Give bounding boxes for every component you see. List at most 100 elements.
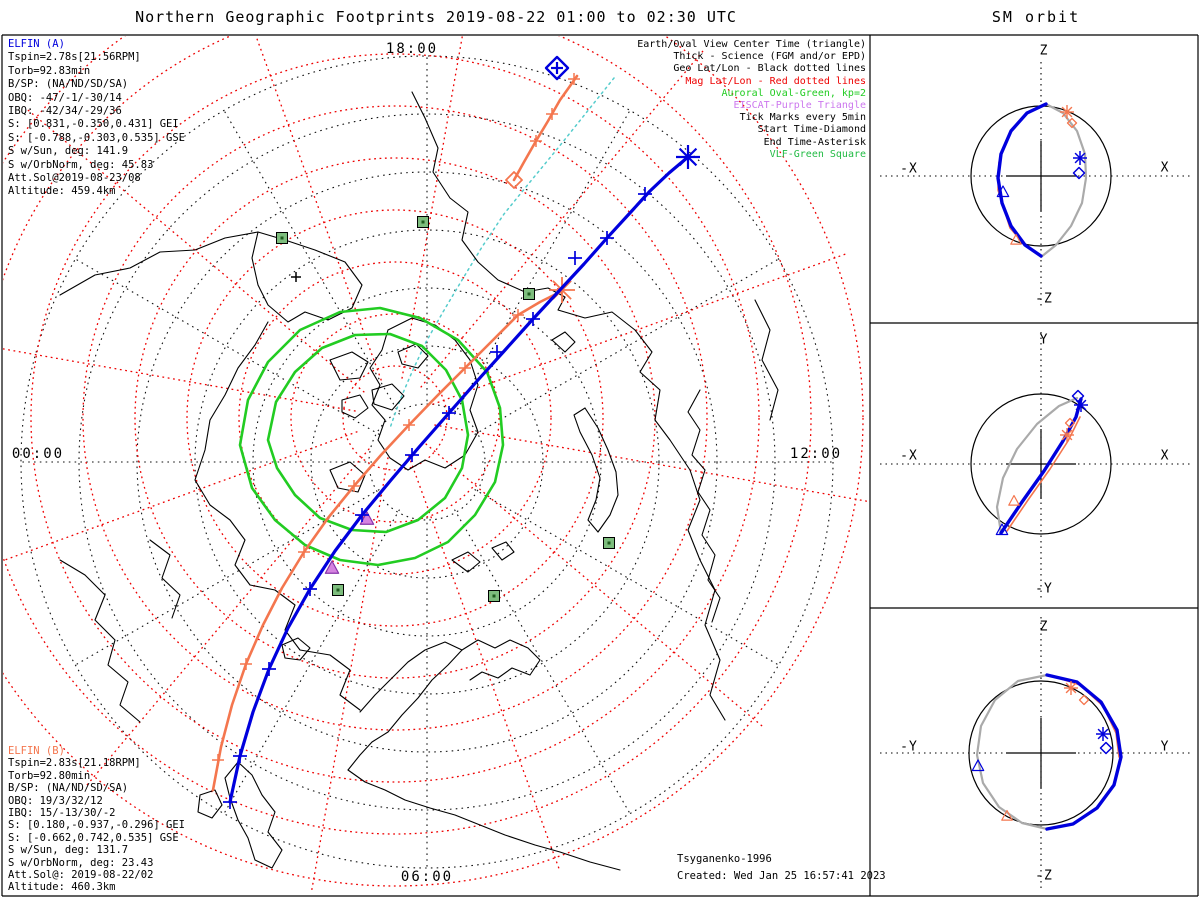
earth-circle bbox=[968, 680, 1114, 826]
geo-grid-circle bbox=[252, 287, 602, 637]
sm-orbit-panel-2 bbox=[880, 332, 1192, 600]
geo-grid-radial bbox=[454, 110, 631, 415]
geo-grid-circle bbox=[136, 171, 718, 753]
coastline bbox=[59, 559, 141, 723]
coastline bbox=[329, 351, 369, 381]
elfin-a-end-asterisk bbox=[678, 147, 698, 167]
elfin-b-footprint-track-top bbox=[512, 74, 579, 182]
geo-grid-radial bbox=[474, 489, 779, 666]
mag-grid-circle bbox=[290, 313, 500, 523]
cyan-dotted-line bbox=[389, 77, 615, 429]
mag-grid-radial bbox=[3, 348, 356, 412]
coastline bbox=[687, 389, 721, 623]
coastline bbox=[194, 479, 361, 711]
mag-grid-circle bbox=[3, 36, 864, 887]
coastline bbox=[347, 769, 621, 871]
elfin-b-orbit-end-asterisk bbox=[1061, 106, 1073, 118]
orbit-arc-farside bbox=[975, 673, 1049, 831]
mag-grid-radial bbox=[401, 36, 464, 379]
geo-grid-radial bbox=[75, 489, 380, 666]
coastline bbox=[341, 394, 369, 419]
orbit-arc-orange bbox=[1006, 416, 1081, 532]
elfin-b-center-time-triangle bbox=[1001, 809, 1013, 821]
geo-grid-circle bbox=[194, 229, 660, 695]
coastline bbox=[281, 637, 311, 661]
coastline bbox=[397, 343, 429, 369]
geo-grid-circle bbox=[368, 403, 486, 521]
mag-grid-radial bbox=[26, 108, 365, 393]
coastline bbox=[59, 231, 259, 296]
coastline bbox=[411, 91, 726, 721]
mag-grid-radial bbox=[255, 36, 382, 381]
elfin-b-orbit-start-diamond bbox=[1078, 694, 1090, 706]
coastline bbox=[197, 789, 223, 819]
elfin-a-orbit-end-asterisk bbox=[1074, 152, 1086, 164]
elfin-a-orbit-start-diamond bbox=[1099, 741, 1113, 755]
mag-grid-circle bbox=[82, 105, 708, 731]
coastline bbox=[371, 383, 405, 411]
mag-grid-circle bbox=[134, 157, 656, 679]
coastline bbox=[754, 299, 779, 421]
coastline bbox=[149, 539, 181, 619]
mag-grid-radial bbox=[420, 49, 705, 388]
eiscat-triangle-marker bbox=[324, 560, 340, 574]
elfin-a-center-time-triangle bbox=[995, 523, 1009, 536]
coastline bbox=[451, 551, 481, 573]
geo-grid-radial bbox=[454, 509, 631, 814]
vlf-square-dot bbox=[336, 588, 340, 592]
mag-grid-circle bbox=[238, 261, 552, 575]
mag-grid-radial bbox=[3, 431, 358, 562]
coastline bbox=[251, 231, 363, 323]
orbit-arc-science bbox=[999, 397, 1083, 535]
elfin-a-orbit-start-diamond bbox=[1072, 166, 1086, 180]
elfin-a-orbit-end-asterisk bbox=[1097, 728, 1109, 740]
coastline bbox=[491, 541, 515, 561]
vlf-square-dot bbox=[527, 292, 531, 296]
coastline bbox=[347, 641, 463, 771]
coastline bbox=[369, 317, 479, 471]
vlf-square-dot bbox=[607, 541, 611, 545]
orbit-arc-science bbox=[996, 102, 1048, 258]
auroral-oval-inner bbox=[266, 332, 470, 534]
elfin-a-orbit-start-diamond bbox=[1071, 389, 1085, 403]
coastline bbox=[224, 761, 283, 869]
map-layer bbox=[3, 36, 868, 891]
elfin-a-center-time-triangle bbox=[996, 185, 1010, 198]
earth-circle bbox=[970, 393, 1112, 535]
orbit-arc-science bbox=[1045, 673, 1123, 831]
mag-grid-circle bbox=[342, 365, 448, 471]
coastline bbox=[194, 321, 269, 481]
geo-grid-radial bbox=[223, 509, 400, 814]
geo-grid-radial bbox=[474, 258, 779, 435]
elfin-b-orbit-end-asterisk bbox=[1065, 682, 1077, 694]
elfin-a-orbit-end-asterisk bbox=[1075, 399, 1087, 411]
elfin-b-orbit-start-diamond bbox=[1066, 117, 1078, 129]
coastline bbox=[461, 639, 541, 681]
vlf-square-dot bbox=[492, 594, 496, 598]
sm-orbit-panel-3 bbox=[880, 617, 1192, 888]
elfin-b-center-time-triangle bbox=[1008, 494, 1020, 506]
coastline bbox=[329, 461, 366, 493]
geo-grid-circle bbox=[20, 55, 834, 869]
eiscat-triangle-marker bbox=[359, 511, 375, 525]
elfin-b-orbit-start-diamond bbox=[1064, 417, 1076, 429]
elfin-b-orbit-end-asterisk bbox=[1061, 429, 1073, 441]
mag-grid-circle bbox=[30, 53, 760, 783]
sm-orbit-panel-1 bbox=[880, 62, 1192, 308]
geo-grid-circle bbox=[78, 113, 776, 811]
coastline bbox=[573, 407, 619, 533]
orbit-arc-farside bbox=[995, 396, 1079, 535]
elfin-b-start-diamond bbox=[505, 171, 523, 189]
elfin-b-center-time-triangle bbox=[1010, 233, 1022, 245]
coastline bbox=[551, 331, 576, 353]
elfin-a-start-diamond bbox=[544, 55, 570, 81]
elfin-a-center-time-triangle bbox=[971, 759, 985, 772]
mag-grid-circle bbox=[186, 209, 604, 627]
vlf-square-dot bbox=[421, 220, 425, 224]
mag-grid-circle bbox=[3, 36, 812, 835]
auroral-oval-outer bbox=[238, 306, 505, 567]
geo-grid-radial bbox=[75, 258, 380, 435]
mag-grid-radial bbox=[408, 455, 560, 870]
